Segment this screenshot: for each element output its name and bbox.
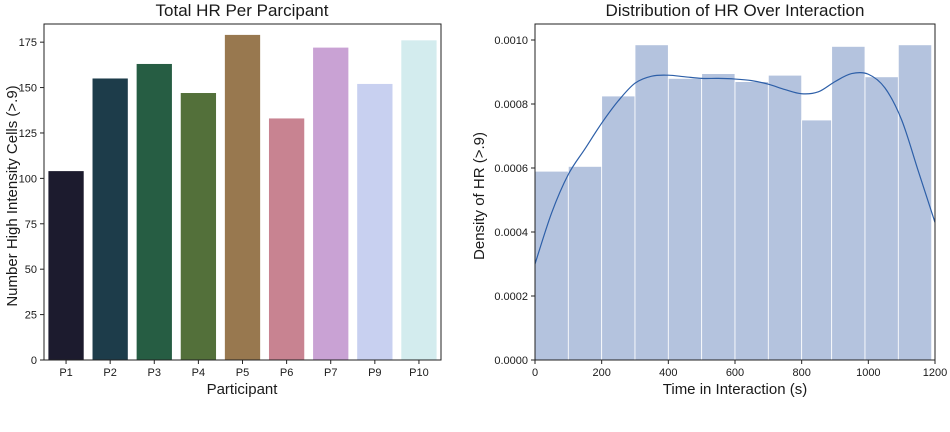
hist-bin bbox=[634, 44, 669, 361]
ytick-label: 0.0004 bbox=[494, 227, 528, 239]
bar-chart-xlabel: Participant bbox=[207, 381, 279, 398]
hist-bin bbox=[801, 119, 833, 361]
bar-p7 bbox=[313, 47, 349, 360]
ytick-label: 0.0002 bbox=[494, 291, 528, 303]
xtick-label: 1200 bbox=[923, 367, 947, 379]
ytick-label: 0.0000 bbox=[494, 355, 528, 367]
hist-bin bbox=[667, 78, 703, 361]
ytick-label: 150 bbox=[19, 83, 37, 95]
xtick-label: P6 bbox=[280, 367, 293, 379]
xtick-label: 200 bbox=[592, 367, 610, 379]
bar-p5 bbox=[224, 34, 261, 360]
bar-chart-ylabel: Number High Intensity Cells (>.9) bbox=[4, 85, 21, 306]
histogram-title: Distribution of HR Over Interaction bbox=[606, 1, 865, 20]
bar-p2 bbox=[92, 78, 128, 361]
ytick-label: 125 bbox=[19, 128, 37, 140]
histogram-chart: Distribution of HR Over Interaction Time… bbox=[471, 1, 947, 398]
bar-p4 bbox=[180, 93, 217, 361]
histogram-frame bbox=[534, 23, 936, 361]
ytick-label: 75 bbox=[25, 219, 37, 231]
ytick-label: 0.0006 bbox=[494, 163, 528, 175]
xtick-label: 800 bbox=[792, 367, 810, 379]
bar-p9 bbox=[357, 83, 393, 361]
xtick-label: P4 bbox=[192, 367, 205, 379]
hist-bin bbox=[831, 46, 866, 361]
xtick-label: 600 bbox=[726, 367, 744, 379]
ytick-label: 25 bbox=[25, 310, 37, 322]
bar-p10 bbox=[401, 40, 437, 360]
xtick-label: P9 bbox=[368, 367, 381, 379]
xtick-label: 1000 bbox=[856, 367, 880, 379]
xtick-label: P1 bbox=[59, 367, 72, 379]
ytick-label: 175 bbox=[19, 37, 37, 49]
xtick-label: P7 bbox=[324, 367, 337, 379]
hist-bin bbox=[897, 44, 933, 361]
bar-p6 bbox=[268, 118, 305, 361]
ytick-label: 100 bbox=[19, 173, 37, 185]
bar-chart: Total HR Per Parcipant Participant Numbe… bbox=[4, 1, 442, 398]
bar-chart-title: Total HR Per Parcipant bbox=[156, 1, 329, 20]
xtick-label: 0 bbox=[532, 367, 538, 379]
histogram-ylabel: Density of HR (>.9) bbox=[471, 132, 488, 260]
kde-curve bbox=[534, 71, 936, 265]
hist-bin bbox=[767, 74, 803, 361]
ytick-label: 0 bbox=[31, 355, 37, 367]
hist-bin bbox=[864, 76, 899, 361]
bar-chart-frame bbox=[43, 23, 442, 361]
bar-p1 bbox=[48, 171, 84, 360]
xtick-label: 400 bbox=[659, 367, 677, 379]
ytick-label: 0.0010 bbox=[494, 35, 528, 47]
xtick-label: P2 bbox=[103, 367, 116, 379]
hist-bin bbox=[534, 170, 569, 361]
xtick-label: P5 bbox=[236, 367, 249, 379]
hist-bin bbox=[601, 95, 636, 361]
histogram-xlabel: Time in Interaction (s) bbox=[663, 381, 808, 398]
xtick-label: P3 bbox=[148, 367, 161, 379]
hist-bin bbox=[701, 73, 736, 361]
bar-p3 bbox=[136, 63, 172, 360]
ytick-label: 0.0008 bbox=[494, 99, 528, 111]
xtick-label: P10 bbox=[409, 367, 429, 379]
hist-bin bbox=[567, 165, 603, 361]
hist-bin bbox=[734, 81, 769, 361]
ytick-label: 50 bbox=[25, 264, 37, 276]
